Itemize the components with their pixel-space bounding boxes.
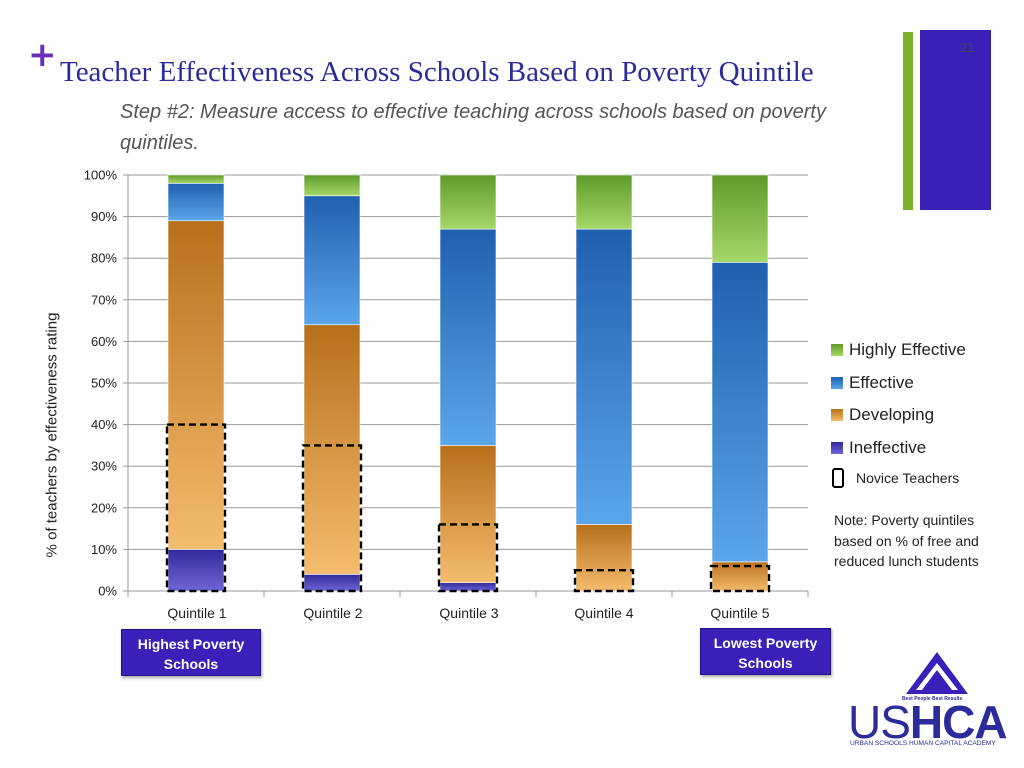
- y-tick-label-0: 0%: [98, 584, 117, 599]
- chart-legend: Highly Effective Effective Developing In…: [831, 334, 966, 488]
- legend-swatch-effective: [831, 376, 843, 389]
- bar-quintile-5-highly-effective: [711, 174, 769, 263]
- legend-item-developing: Developing: [831, 399, 966, 432]
- y-tick-label-5: 50%: [91, 376, 117, 391]
- y-tick-label-8: 80%: [91, 251, 117, 266]
- bar-quintile-3-highly-effective: [439, 174, 497, 230]
- legend-item-effective: Effective: [831, 367, 966, 400]
- y-tick-label-6: 60%: [91, 334, 117, 349]
- novice-bracket-quintile-3: [437, 523, 499, 593]
- logo-word-us: US: [848, 696, 911, 748]
- slide-title: Teacher Effectiveness Across Schools Bas…: [60, 56, 814, 88]
- y-tick-label-1: 10%: [91, 542, 117, 557]
- x-tick-quintile-5: Quintile 5: [710, 605, 770, 621]
- bar-quintile-2-effective: [303, 195, 361, 326]
- x-tick-quintile-1: Quintile 1: [167, 605, 227, 621]
- legend-swatch-ineffective: [831, 441, 843, 454]
- legend-label-novice: Novice Teachers: [856, 470, 960, 486]
- accent-green-bar: [903, 32, 913, 210]
- legend-swatch-developing: [831, 409, 843, 422]
- novice-bracket-quintile-4: [573, 569, 635, 593]
- logo-wordmark: USHCA: [848, 699, 1008, 745]
- legend-label-effective: Effective: [849, 372, 914, 392]
- y-tick-label-10: 100%: [84, 168, 118, 183]
- logo-subtitle: URBAN SCHOOLS HUMAN CAPITAL ACADEMY: [850, 740, 996, 747]
- legend-label-ineffective: Ineffective: [849, 437, 927, 457]
- bar-quintile-2-highly-effective: [303, 174, 361, 197]
- logo-word-hca: HCA: [909, 696, 1008, 748]
- highest-poverty-callout: Highest Poverty Schools: [121, 629, 261, 676]
- legend-item-novice: Novice Teachers: [831, 468, 966, 488]
- x-tick-quintile-4: Quintile 4: [574, 605, 634, 621]
- novice-bracket-quintile-5: [709, 564, 771, 593]
- legend-item-ineffective: Ineffective: [831, 432, 966, 465]
- bar-quintile-1-ineffective: [167, 549, 225, 592]
- bar-quintile-1-developing: [167, 220, 225, 550]
- bar-quintile-3-ineffective: [439, 582, 497, 592]
- accent-purple-block: [920, 30, 991, 210]
- novice-bracket-icon: [832, 468, 844, 488]
- x-tick-quintile-2: Quintile 2: [303, 605, 363, 621]
- bar-quintile-4-highly-effective: [575, 174, 633, 230]
- bar-quintile-2-developing: [303, 324, 361, 575]
- bar-quintile-5-effective: [711, 262, 769, 563]
- y-tick-label-2: 20%: [91, 500, 117, 515]
- bar-quintile-1-effective: [167, 183, 225, 222]
- plus-icon: +: [28, 35, 57, 75]
- bar-quintile-4-effective: [575, 228, 633, 525]
- slide-number: 21: [960, 40, 975, 55]
- legend-item-highly-effective: Highly Effective: [831, 334, 966, 367]
- bar-quintile-3-effective: [439, 228, 497, 446]
- y-tick-label-9: 90%: [91, 209, 117, 224]
- x-tick-quintile-3: Quintile 3: [439, 605, 499, 621]
- lowest-poverty-callout: Lowest Poverty Schools: [700, 628, 831, 675]
- bar-quintile-3-developing: [439, 445, 497, 583]
- y-tick-label-4: 40%: [91, 417, 117, 432]
- bar-quintile-2-ineffective: [303, 574, 361, 592]
- legend-label-highly-effective: Highly Effective: [849, 340, 966, 360]
- bar-quintile-1-highly-effective: [167, 174, 225, 184]
- ushca-logo: Best People Best Results USHCA URBAN SCH…: [848, 650, 1010, 750]
- novice-bracket-quintile-2: [301, 444, 363, 593]
- bar-quintile-4-developing: [575, 524, 633, 592]
- logo-tagline: Best People Best Results: [902, 696, 963, 702]
- legend-label-developing: Developing: [849, 405, 935, 425]
- y-tick-label-3: 30%: [91, 459, 117, 474]
- slide-subtitle: Step #2: Measure access to effective tea…: [120, 101, 826, 154]
- legend-swatch-highly-effective: [831, 344, 843, 357]
- y-tick-label-7: 70%: [91, 292, 117, 307]
- logo-triangle-icon: [906, 652, 968, 694]
- poverty-note: Note: Poverty quintiles based on % of fr…: [834, 512, 979, 569]
- novice-bracket-quintile-1: [165, 423, 227, 593]
